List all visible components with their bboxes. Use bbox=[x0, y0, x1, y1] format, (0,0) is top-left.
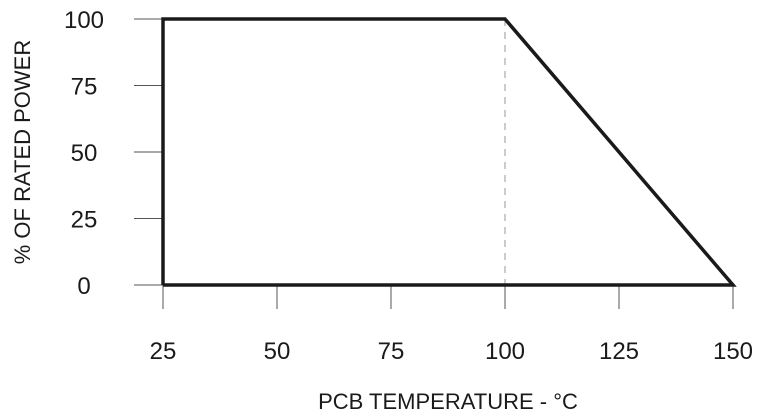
x-tick-label: 100 bbox=[485, 338, 525, 365]
series-group bbox=[161, 17, 737, 287]
tick-labels: 0 25 50 75 100 25 50 75 100 125 150 bbox=[64, 7, 753, 365]
y-tick-label: 25 bbox=[71, 207, 98, 234]
x-tick-label: 150 bbox=[713, 338, 753, 365]
axes bbox=[134, 18, 734, 309]
y-axis-title: % OF RATED POWER bbox=[10, 40, 35, 265]
x-axis-title: PCB TEMPERATURE - °C bbox=[318, 389, 578, 414]
x-tick-label: 25 bbox=[150, 338, 177, 365]
y-tick-label: 0 bbox=[77, 273, 90, 300]
x-tick-label: 125 bbox=[599, 338, 639, 365]
y-tick-label: 50 bbox=[71, 140, 98, 167]
y-tick-label: 100 bbox=[64, 7, 104, 34]
x-tick-label: 50 bbox=[264, 338, 291, 365]
derating-curve bbox=[161, 17, 737, 287]
x-tick-label: 75 bbox=[378, 338, 405, 365]
y-tick-label: 75 bbox=[71, 74, 98, 101]
